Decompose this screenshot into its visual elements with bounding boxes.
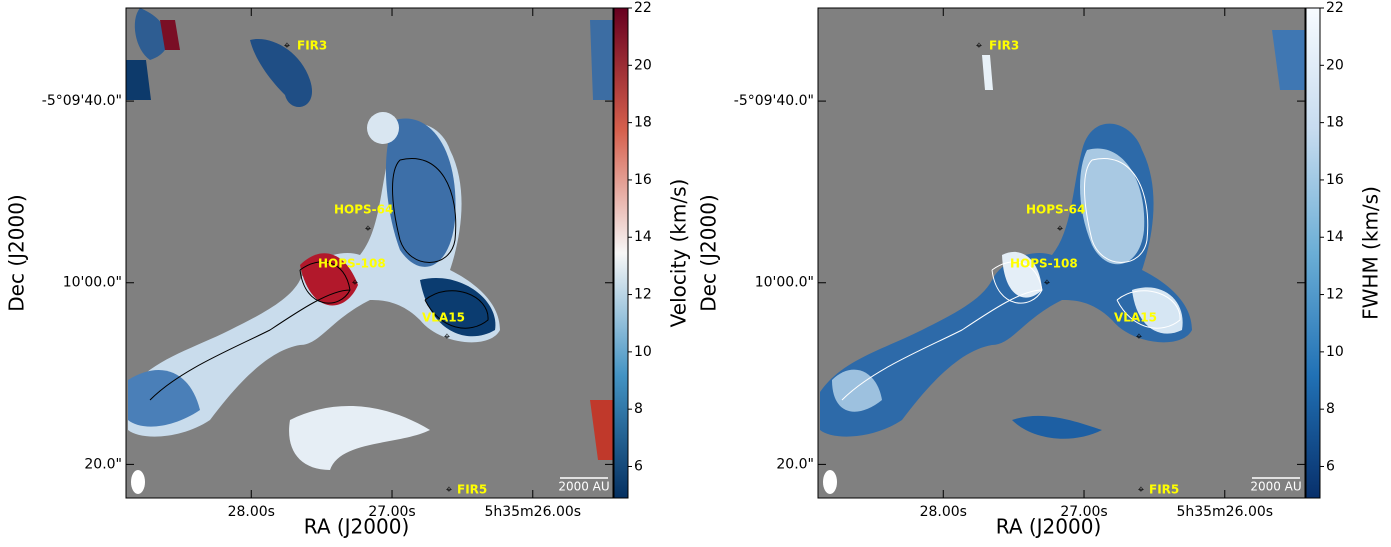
y-axis-label: Dec (J2000) bbox=[697, 194, 721, 311]
source-label: HOPS-64 bbox=[1026, 203, 1085, 217]
colorbar-tick-label: 10 bbox=[634, 344, 652, 360]
colorbar-tick-label: 8 bbox=[634, 401, 643, 417]
axes-frame bbox=[817, 7, 1306, 499]
colorbar-tick-label: 16 bbox=[1326, 172, 1344, 188]
colorbar-tick-label: 14 bbox=[1326, 229, 1344, 245]
x-tick-label: 28.00s bbox=[920, 504, 967, 520]
colorbar-tick-label: 6 bbox=[634, 458, 643, 474]
source-label: HOPS-108 bbox=[318, 257, 386, 271]
colorbar bbox=[1305, 7, 1321, 499]
source-marker: ⌖ bbox=[444, 330, 450, 343]
source-label: HOPS-64 bbox=[334, 203, 393, 217]
source-marker: ⌖ bbox=[976, 39, 982, 52]
source-label: FIR5 bbox=[1149, 483, 1179, 497]
source-marker: ⌖ bbox=[446, 483, 452, 496]
source-label: FIR5 bbox=[457, 483, 487, 497]
colorbar-tick-label: 6 bbox=[1326, 458, 1335, 474]
panel-left-image bbox=[126, 8, 613, 498]
source-label: VLA15 bbox=[422, 311, 465, 325]
source-label: FIR3 bbox=[989, 39, 1019, 53]
x-tick-label: 5h35m26.00s bbox=[484, 504, 581, 520]
colorbar-tick-label: 20 bbox=[1326, 57, 1344, 73]
source-marker: ⌖ bbox=[1044, 276, 1050, 289]
colorbar-tick-label: 10 bbox=[1326, 344, 1344, 360]
x-tick-label: 27.00s bbox=[368, 504, 415, 520]
source-marker: ⌖ bbox=[352, 276, 358, 289]
panel-right-image bbox=[818, 8, 1306, 498]
source-label: FIR3 bbox=[297, 39, 327, 53]
colorbar-tick-label: 20 bbox=[634, 57, 652, 73]
x-axis-label: RA (J2000) bbox=[996, 515, 1102, 539]
source-marker: ⌖ bbox=[1057, 222, 1063, 235]
source-marker: ⌖ bbox=[1138, 483, 1144, 496]
y-tick-label: 20.0" bbox=[84, 456, 122, 472]
source-marker: ⌖ bbox=[1136, 330, 1142, 343]
x-tick-label: 27.00s bbox=[1060, 504, 1107, 520]
y-axis-label: Dec (J2000) bbox=[5, 194, 29, 311]
colorbar bbox=[613, 7, 629, 499]
source-label: HOPS-108 bbox=[1010, 257, 1078, 271]
y-tick-label: 10'00.0" bbox=[755, 275, 814, 291]
x-tick-label: 5h35m26.00s bbox=[1176, 504, 1273, 520]
colorbar-tick-label: 18 bbox=[1326, 115, 1344, 131]
source-marker: ⌖ bbox=[284, 39, 290, 52]
colorbar-tick-label: 12 bbox=[634, 287, 652, 303]
colorbar-label: FWHM (km/s) bbox=[1359, 186, 1383, 320]
x-axis-label: RA (J2000) bbox=[304, 515, 410, 539]
colorbar-tick-label: 22 bbox=[634, 0, 652, 16]
scalebar-label: 2000 AU bbox=[558, 480, 609, 494]
colorbar-tick-label: 14 bbox=[634, 229, 652, 245]
source-marker: ⌖ bbox=[365, 222, 371, 235]
y-tick-label: -5°09'40.0" bbox=[42, 93, 122, 109]
colorbar-label: Velocity (km/s) bbox=[667, 179, 691, 328]
source-label: VLA15 bbox=[1114, 311, 1157, 325]
y-tick-label: -5°09'40.0" bbox=[734, 93, 814, 109]
colorbar-tick-label: 8 bbox=[1326, 401, 1335, 417]
x-tick-label: 28.00s bbox=[228, 504, 275, 520]
colorbar-tick-label: 18 bbox=[634, 115, 652, 131]
y-tick-label: 10'00.0" bbox=[63, 275, 122, 291]
colorbar-tick-label: 12 bbox=[1326, 287, 1344, 303]
colorbar-tick-label: 22 bbox=[1326, 0, 1344, 16]
axes-frame bbox=[125, 7, 614, 499]
colorbar-tick-label: 16 bbox=[634, 172, 652, 188]
y-tick-label: 20.0" bbox=[776, 456, 814, 472]
scalebar-label: 2000 AU bbox=[1250, 480, 1301, 494]
